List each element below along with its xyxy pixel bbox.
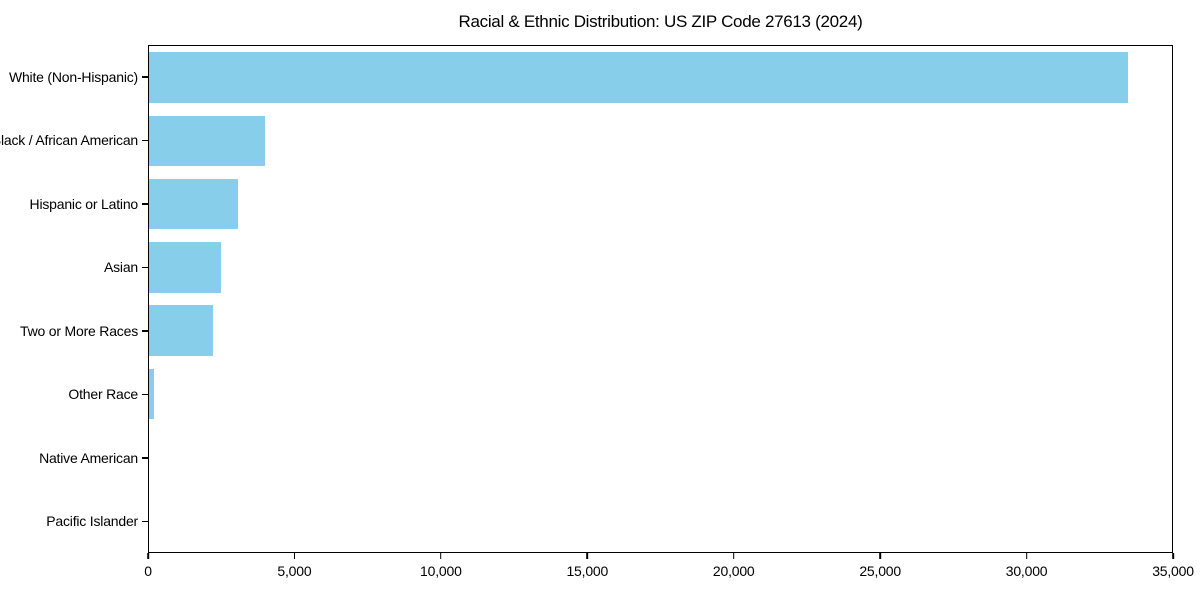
x-tick-label: 0	[144, 563, 152, 579]
y-axis-row: Pacific Islander	[0, 490, 148, 554]
y-tick-mark	[142, 457, 148, 459]
chart-title: Racial & Ethnic Distribution: US ZIP Cod…	[458, 12, 863, 31]
y-axis-row: Asian	[0, 236, 148, 300]
y-tick-label-asian: Asian	[103, 259, 138, 276]
y-tick-label-white-non-hispanic: White (Non-Hispanic)	[8, 68, 138, 85]
bar-asian	[149, 242, 221, 293]
y-tick-mark	[142, 266, 148, 268]
y-tick-label-native-american: Native American	[39, 449, 138, 466]
y-tick-mark	[142, 139, 148, 141]
x-tick-group: 0	[144, 553, 152, 579]
x-tick-label: 20,000	[712, 563, 755, 579]
y-tick-mark	[142, 203, 148, 205]
x-tick-label: 25,000	[859, 563, 901, 579]
x-axis: 0 5,000 10,000 15,000 20,000 25,000 30,000 35,0…	[144, 553, 1194, 595]
x-tick-mark	[293, 553, 296, 559]
y-tick-label-pacific-islander: Pacific Islander	[46, 513, 138, 530]
x-tick-group: 15,000	[566, 553, 608, 579]
x-tick-mark	[440, 553, 442, 559]
y-tick-mark	[142, 76, 148, 78]
x-tick-group: 30,000	[1006, 553, 1048, 579]
x-tick-mark	[1172, 553, 1174, 559]
x-tick-label: 10,000	[420, 563, 462, 579]
x-tick-group: 35,000	[1152, 553, 1194, 579]
x-tick-label: 5,000	[277, 563, 312, 579]
x-tick-mark	[586, 553, 589, 559]
y-tick-mark	[142, 520, 148, 522]
x-tick-mark	[879, 553, 881, 559]
y-tick-mark	[142, 393, 148, 395]
y-axis: White (Non-Hispanic) Black / African Amer…	[0, 45, 148, 553]
bar-white-non-hispanic	[149, 52, 1129, 103]
y-axis-row: Black / African American	[0, 109, 148, 173]
y-axis-row: Other Race	[0, 363, 148, 427]
bar-row-two-or-more-races	[149, 299, 1172, 362]
bar-hispanic-or-latino	[149, 178, 238, 230]
y-tick-mark	[142, 330, 148, 332]
bar-row-pacific-islander	[149, 489, 1172, 552]
y-tick-label-other-race: Other Race	[68, 386, 138, 403]
bar-other-race	[149, 368, 154, 420]
x-tick-label: 30,000	[1005, 563, 1048, 579]
x-tick-mark	[1025, 553, 1028, 559]
y-axis-row: White (Non-Hispanic)	[0, 45, 148, 109]
y-axis-row: Native American	[0, 426, 148, 490]
y-tick-label-black-african-american: Black / African American	[0, 132, 138, 149]
x-tick-group: 25,000	[859, 553, 901, 579]
bar-row-white-non-hispanic	[149, 46, 1172, 109]
x-tick-group: 20,000	[713, 553, 755, 579]
x-tick-group: 5,000	[277, 553, 312, 579]
y-axis-row: Two or More Races	[0, 299, 148, 363]
y-axis-row: Hispanic or Latino	[0, 172, 148, 236]
bar-row-asian	[149, 236, 1172, 299]
plot-area	[148, 45, 1173, 553]
bar-row-other-race	[149, 362, 1172, 425]
x-tick-label: 15,000	[566, 563, 609, 579]
bar-row-hispanic-or-latino	[149, 173, 1172, 236]
y-tick-label-two-or-more-races: Two or More Races	[20, 322, 138, 339]
bar-black-african-american	[149, 115, 265, 167]
bar-row-native-american	[149, 426, 1172, 489]
x-tick-group: 10,000	[420, 553, 462, 579]
x-tick-mark	[732, 553, 735, 559]
bar-two-or-more-races	[149, 305, 213, 356]
bar-row-black-african-american	[149, 109, 1172, 172]
x-tick-mark	[147, 553, 149, 559]
x-tick-label: 35,000	[1152, 563, 1194, 579]
y-tick-label-hispanic-or-latino: Hispanic or Latino	[29, 195, 139, 212]
